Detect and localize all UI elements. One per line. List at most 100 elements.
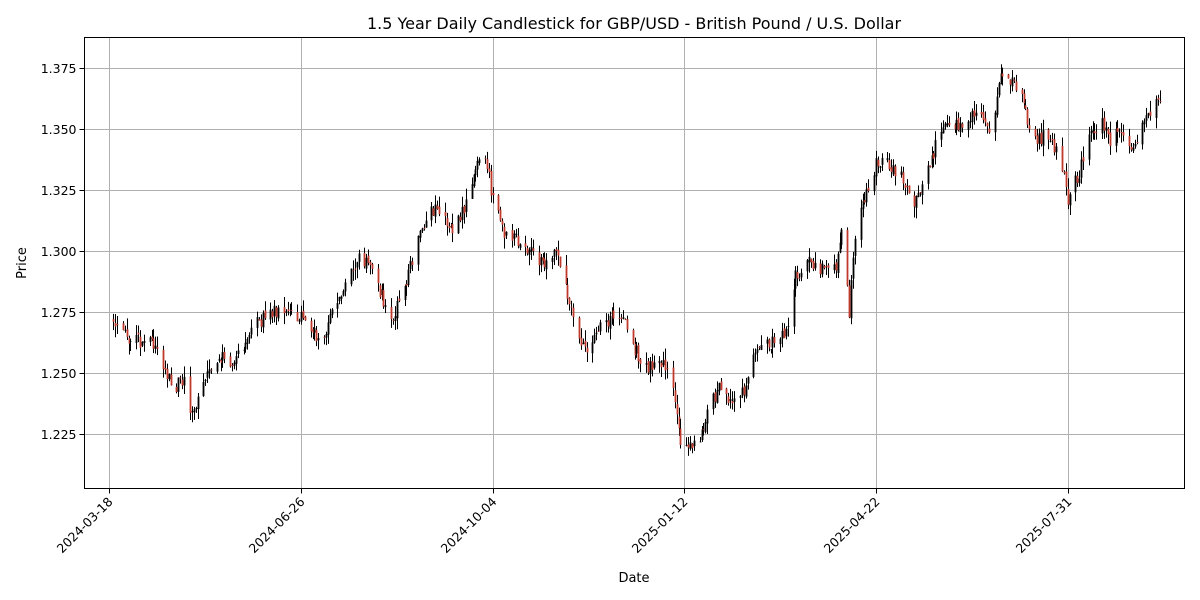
candle-body <box>135 335 138 343</box>
candle-body <box>825 265 828 267</box>
candle-body <box>302 310 305 319</box>
candle-body <box>679 428 682 445</box>
candle-body <box>687 444 690 448</box>
candle-body <box>528 249 531 256</box>
candle-body <box>438 206 441 215</box>
candle-body <box>486 159 489 169</box>
candle-body <box>906 186 909 187</box>
candle-body <box>448 226 451 229</box>
x-tick-label: 2025-04-22 <box>821 494 883 556</box>
candle-body <box>1155 99 1158 118</box>
candle-body <box>593 334 596 343</box>
candle-body <box>177 377 180 392</box>
candle-body <box>526 248 529 254</box>
candle-body <box>917 192 920 198</box>
candle-body <box>873 175 876 192</box>
candle-body <box>653 362 656 368</box>
candle-body <box>1122 132 1125 136</box>
candle-body <box>283 307 286 314</box>
candle-body <box>846 229 849 286</box>
candle-body <box>1069 194 1072 206</box>
candle-body <box>354 268 357 270</box>
candle-body <box>940 131 943 140</box>
candle-body <box>204 379 207 382</box>
candle-body <box>285 311 288 313</box>
candles <box>112 64 1162 456</box>
candle-body <box>793 289 796 327</box>
candle-body <box>1132 147 1135 151</box>
candle-body <box>612 310 615 319</box>
candle-body <box>1101 118 1104 134</box>
candle-body <box>555 249 558 251</box>
candle-body <box>129 341 132 342</box>
candle-body <box>747 377 750 384</box>
candle-body <box>243 349 246 352</box>
candle-body <box>660 362 663 368</box>
candle-body <box>850 280 853 319</box>
candle-body <box>900 171 903 175</box>
candle-body <box>256 317 259 328</box>
candle-body <box>787 325 790 327</box>
candle-body <box>634 343 637 356</box>
candle-body <box>223 351 226 359</box>
candle-body <box>961 123 964 128</box>
candle-body <box>637 344 640 362</box>
candle-body <box>220 359 223 363</box>
candle-body <box>141 341 144 346</box>
candle-body <box>473 174 476 187</box>
candle-body <box>545 260 548 270</box>
candle-body <box>800 272 803 278</box>
candle-body <box>584 340 587 347</box>
candle-body <box>565 265 568 284</box>
candle-body <box>340 296 343 299</box>
y-tick-label: 1.375 <box>41 61 77 76</box>
candle-body <box>676 404 679 415</box>
candle-body <box>1065 171 1068 187</box>
y-tick-label: 1.250 <box>41 366 77 381</box>
candle-body <box>114 322 117 327</box>
candle-body <box>819 263 822 275</box>
candle-body <box>394 316 397 322</box>
candle-body <box>1051 138 1054 141</box>
candle-body <box>865 189 868 203</box>
candle-body <box>812 261 815 270</box>
candle-body <box>162 349 165 370</box>
candle-body <box>821 263 824 275</box>
candle-body <box>459 216 462 221</box>
x-tick-label: 2025-07-31 <box>1013 494 1075 556</box>
candle-body <box>434 204 437 217</box>
candle-body <box>511 230 514 241</box>
candle-body <box>706 409 709 424</box>
candle-body <box>231 365 234 366</box>
candle-body <box>720 381 723 390</box>
candle-body <box>996 96 999 115</box>
candle-body <box>457 215 460 234</box>
candle-body <box>1011 77 1014 87</box>
candle-body <box>331 309 334 315</box>
candle-body <box>674 390 677 403</box>
candle-body <box>273 305 276 317</box>
candle-body <box>848 285 851 318</box>
candle-body <box>358 253 361 262</box>
candle-body <box>327 322 330 335</box>
candle-body <box>794 270 797 289</box>
candle-body <box>524 243 527 248</box>
y-axis: 1.225 1.250 1.275 1.300 1.325 1.350 1.375 <box>41 61 85 442</box>
candle-body <box>122 323 125 331</box>
candle-body <box>478 159 481 164</box>
candle-body <box>881 157 884 165</box>
candle-body <box>139 336 142 348</box>
candle-body <box>392 320 395 321</box>
candle-body <box>137 332 140 335</box>
candle-body <box>342 290 345 296</box>
candle-body <box>718 383 721 392</box>
candle-body <box>572 307 575 318</box>
candle-body <box>954 124 957 130</box>
candle-body <box>1074 175 1077 193</box>
candle-body <box>783 328 786 339</box>
candle-body <box>944 123 947 127</box>
candle-body <box>984 118 987 123</box>
candle-body <box>597 331 600 332</box>
candle-body <box>760 345 763 350</box>
candle-body <box>1116 127 1119 133</box>
